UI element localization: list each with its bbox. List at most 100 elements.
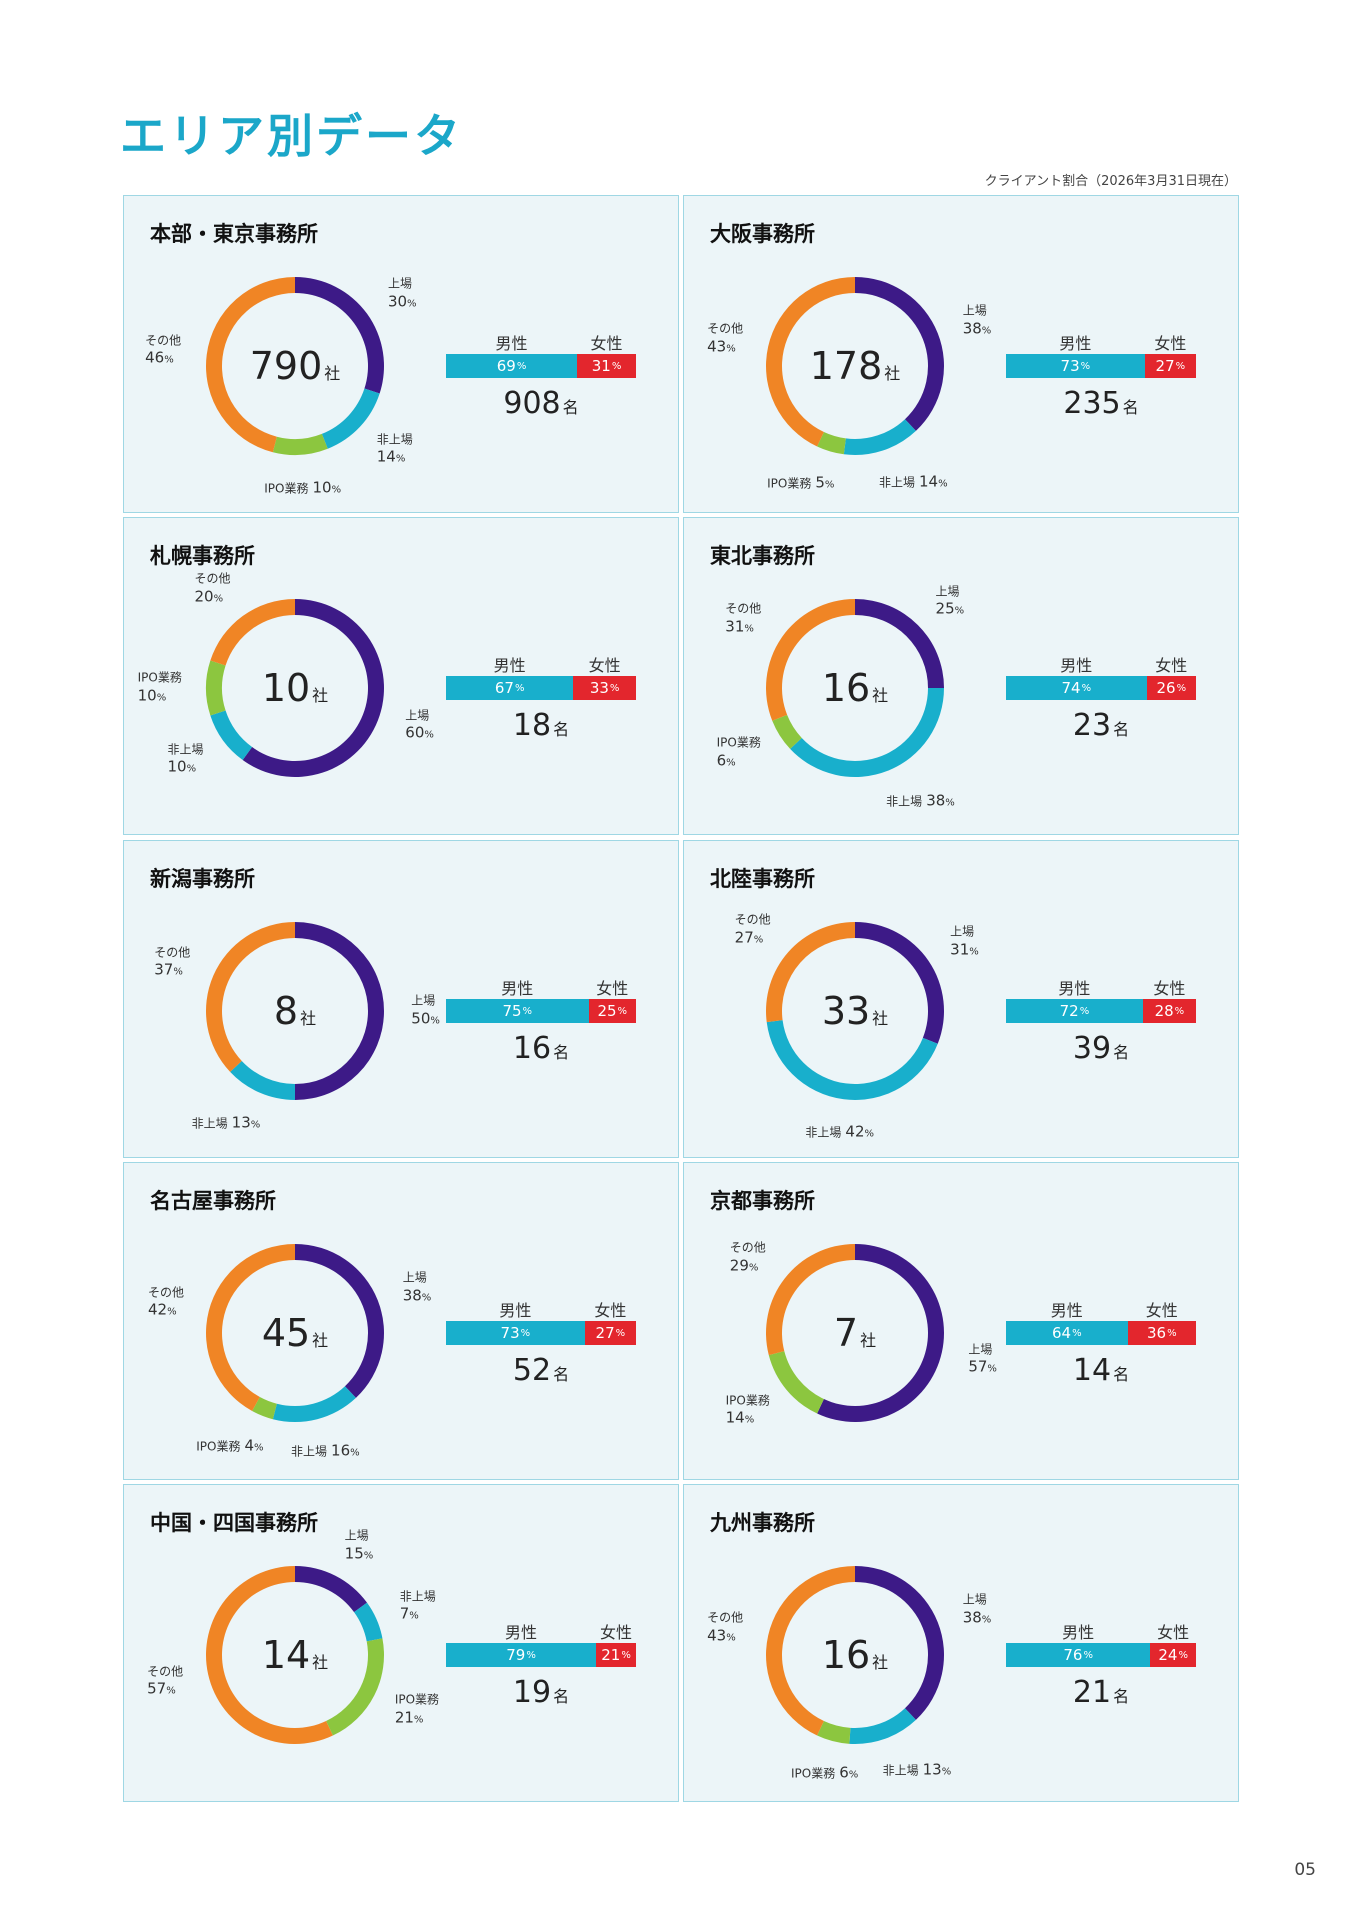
segment-label: 非上場 13%: [192, 1113, 261, 1133]
female-ratio-value: 26: [1156, 679, 1176, 697]
percent-unit: %: [987, 1363, 997, 1375]
segment-label: 非上場 14%: [879, 472, 948, 492]
segment-name: 上場: [411, 993, 436, 1008]
percent-unit: %: [250, 1119, 261, 1131]
segment-name: その他: [725, 601, 762, 616]
segment-label: 上場 31%: [950, 925, 979, 960]
gender-ratio-bar: 64% 36%: [1006, 1321, 1196, 1345]
percent-unit: %: [744, 623, 754, 635]
percent-unit: %: [522, 1005, 533, 1017]
percent-unit: %: [421, 1292, 432, 1304]
segment-name: IPO業務: [196, 1439, 241, 1454]
segment-name: IPO業務: [716, 735, 761, 750]
segment-label: その他 46%: [145, 333, 181, 368]
office-name: 北陸事務所: [710, 867, 815, 891]
company-count-value: 16: [821, 1633, 871, 1677]
segment-name: その他: [734, 912, 771, 927]
segment-percent: 38%: [402, 1286, 432, 1305]
segment-label: IPO業務 5%: [767, 473, 834, 493]
segment-name: 上場: [344, 1528, 369, 1543]
staff-unit: 名: [1122, 398, 1139, 417]
female-label: 女性: [590, 334, 623, 353]
segment-name: 非上場: [805, 1125, 842, 1140]
percent-unit: %: [1083, 1649, 1093, 1661]
male-ratio-segment: 72%: [1006, 999, 1143, 1023]
male-label: 男性: [1059, 334, 1092, 353]
percent-unit: %: [409, 1610, 419, 1622]
donut-segment-ipo: [206, 660, 226, 716]
male-ratio-value: 75: [502, 1002, 522, 1020]
staff-count-value: 19: [512, 1675, 552, 1710]
segment-percent: 29%: [729, 1256, 759, 1275]
female-ratio-segment: 26%: [1146, 676, 1196, 700]
donut-segment-other: [206, 1566, 333, 1744]
segment-name: 上場: [962, 303, 987, 318]
percent-unit: %: [186, 763, 197, 775]
male-ratio-segment: 69%: [446, 354, 578, 378]
percent-unit: %: [526, 1649, 536, 1661]
male-ratio-value: 67: [494, 679, 514, 697]
office-panel: 東北事務所 上場 25% 非上場 38% IPO業務 6% その他 31% 16 社男性 女性 74% 2…: [683, 517, 1239, 835]
segment-name: 非上場: [878, 475, 915, 490]
segment-name: 非上場: [886, 794, 923, 809]
percent-unit: %: [156, 692, 167, 704]
segment-name: その他: [707, 1610, 744, 1625]
segment-percent: 14%: [376, 447, 406, 466]
company-count: 14 社: [195, 1633, 395, 1685]
client-share-donut: [206, 922, 384, 1100]
percent-unit: %: [254, 1442, 264, 1454]
donut-segment-listed: [855, 277, 944, 431]
staff-count-value: 39: [1072, 1031, 1112, 1066]
gender-ratio-bar: 69% 31%: [446, 354, 636, 378]
segment-label: その他 42%: [148, 1285, 184, 1320]
segment-name: 非上場: [167, 742, 204, 757]
company-count-value: 16: [821, 666, 871, 710]
percent-unit: %: [609, 682, 620, 694]
percent-unit: %: [611, 360, 622, 372]
percent-unit: %: [1072, 1327, 1082, 1339]
client-share-donut: [205, 277, 384, 455]
company-count-value: 10: [261, 666, 311, 710]
female-label: 女性: [1154, 334, 1187, 353]
client-share-donut: [766, 1566, 944, 1744]
segment-label: IPO業務 6%: [791, 1763, 858, 1783]
segment-label: IPO業務 6%: [717, 736, 761, 771]
segment-label: その他 20%: [194, 572, 230, 607]
segment-percent: 10%: [137, 686, 167, 705]
staff-count-value: 235: [1063, 386, 1121, 421]
segment-name: IPO業務: [394, 1692, 440, 1707]
company-count-value: 14: [261, 1633, 311, 1677]
female-ratio-value: 27: [1155, 357, 1175, 375]
segment-name: 非上場: [882, 1763, 919, 1778]
office-name: 大阪事務所: [710, 222, 815, 246]
percent-unit: %: [350, 1447, 360, 1459]
staff-count: 19 名: [446, 1673, 636, 1717]
gender-ratio-bar: 79% 21%: [446, 1643, 636, 1667]
office-panel: 大阪事務所 上場 38% 非上場 14% IPO業務 5% その他 43% 178 社 男性 女性 73%…: [683, 195, 1239, 513]
staff-count: 21 名: [1006, 1673, 1196, 1717]
male-ratio-value: 76: [1063, 1646, 1083, 1664]
female-ratio-value: 28: [1154, 1002, 1174, 1020]
percent-unit: %: [981, 325, 992, 337]
segment-percent: 43%: [707, 337, 736, 356]
segment-label: IPO業務 10%: [264, 478, 341, 498]
segment-percent: 6%: [839, 1763, 859, 1782]
client-share-donut: [766, 1244, 944, 1422]
segment-name: その他: [148, 1285, 185, 1300]
segment-percent: 37%: [154, 960, 183, 979]
male-ratio-segment: 64%: [1006, 1321, 1128, 1345]
segment-label: その他 43%: [707, 322, 743, 357]
segment-label: 上場 38%: [963, 304, 992, 339]
segment-label: 非上場 42%: [805, 1122, 874, 1142]
percent-unit: %: [1175, 360, 1186, 372]
male-ratio-value: 64: [1051, 1324, 1072, 1342]
percent-unit: %: [824, 479, 835, 491]
office-panel: 名古屋事務所 上場 38% 非上場 16% IPO業務 4% その他 42% 45 社 男性 女性 73%…: [123, 1162, 679, 1480]
segment-name: 非上場: [191, 1116, 228, 1131]
male-ratio-value: 73: [500, 1324, 520, 1342]
staff-count: 16 名: [446, 1029, 636, 1073]
percent-unit: %: [1174, 1005, 1185, 1017]
female-ratio-value: 21: [601, 1646, 621, 1664]
client-share-donut: [206, 1566, 384, 1744]
female-label: 女性: [596, 979, 629, 998]
